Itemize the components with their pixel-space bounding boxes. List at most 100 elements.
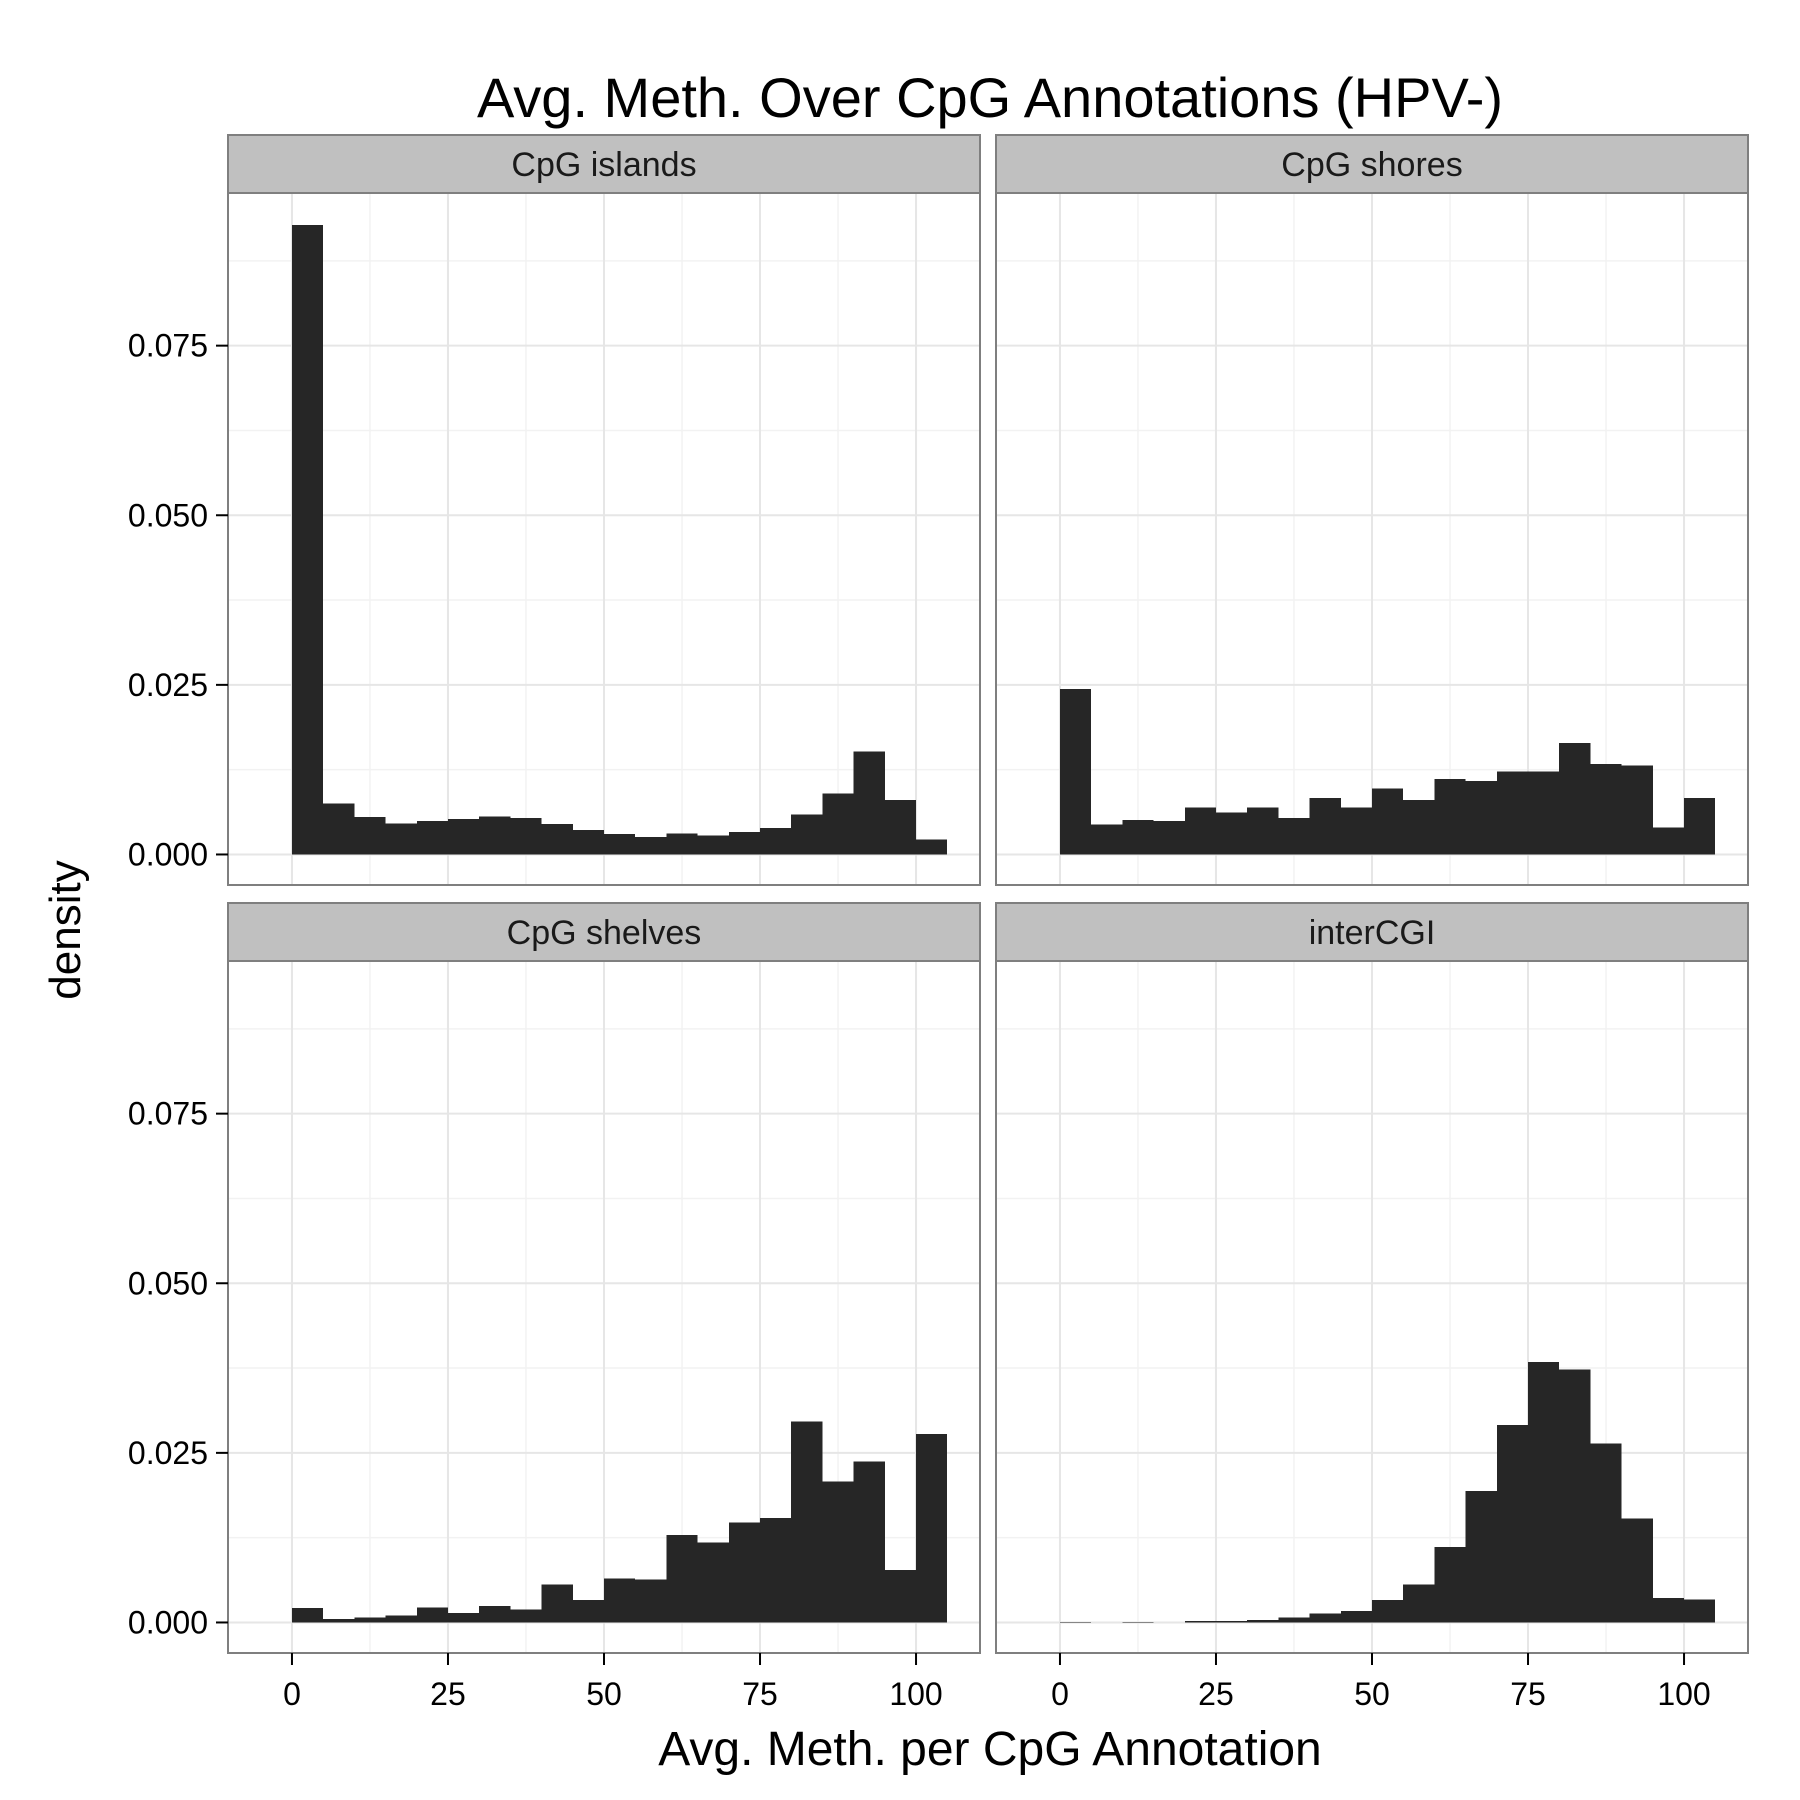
histogram-bar: [1247, 807, 1279, 855]
histogram-bar: [1091, 824, 1123, 855]
histogram-bar: [884, 1570, 917, 1623]
histogram-bar: [697, 835, 729, 855]
histogram-bar: [1496, 771, 1529, 855]
histogram-bar: [385, 1615, 417, 1623]
x-tick-label: 75: [1510, 1676, 1546, 1712]
facet-strip: [227, 134, 981, 194]
facet-strip-label: CpG shelves: [507, 914, 702, 952]
histogram-bar: [1215, 812, 1248, 855]
histogram-bar: [1247, 1619, 1279, 1623]
facet-strip: [227, 902, 981, 962]
histogram-bar: [1340, 807, 1372, 855]
histogram-bar: [760, 828, 792, 855]
y-tick-label: 0.050: [128, 1265, 208, 1301]
histogram-bar: [853, 1461, 885, 1623]
histogram-bar: [1652, 1598, 1685, 1623]
histogram-bar: [1372, 1600, 1404, 1623]
histogram-bar: [1528, 771, 1560, 855]
histogram-bar: [1184, 1621, 1216, 1623]
facet-strip: [995, 902, 1749, 962]
histogram-bar: [1684, 798, 1716, 855]
histogram-bar: [697, 1542, 729, 1623]
histogram-bar: [416, 1607, 448, 1623]
x-tick-label: 100: [889, 1676, 942, 1712]
histogram-bar: [323, 1619, 355, 1623]
histogram-bar: [1621, 765, 1653, 855]
histogram-bar: [1184, 807, 1216, 855]
x-axis-title: Avg. Meth. per CpG Annotation: [658, 1723, 1322, 1776]
histogram-bar: [510, 1609, 542, 1623]
histogram-bar: [604, 1578, 636, 1623]
histogram-bar: [510, 817, 542, 855]
histogram-bar: [323, 803, 355, 855]
histogram-bar: [791, 1421, 823, 1623]
histogram-bar: [1059, 1621, 1092, 1623]
panel-cpg-islands: CpG islands 0.000 0.025 0.050 0.075: [128, 134, 981, 886]
histogram-bar: [1403, 1584, 1435, 1623]
histogram-bar: [1652, 827, 1685, 855]
histogram-bar: [1403, 800, 1435, 855]
histogram-bar: [1465, 1490, 1497, 1623]
histogram-bar: [1059, 688, 1092, 855]
histogram-bar: [666, 1534, 698, 1623]
histogram-bar: [1340, 1610, 1372, 1623]
histogram-bar: [1372, 788, 1404, 855]
histogram-bar: [1309, 1613, 1341, 1623]
panel-cpg-shelves: CpG shelves 0.000 0.025 0.050 0.075 0 25 50 75 10…: [128, 902, 981, 1712]
y-tick-label: 0.000: [128, 836, 208, 872]
histogram-bar: [728, 1522, 761, 1623]
histogram-bar: [604, 834, 636, 855]
y-tick-label: 0.050: [128, 497, 208, 533]
histogram-bar: [884, 800, 917, 855]
histogram-bar: [354, 1617, 386, 1623]
histogram-bar: [1496, 1425, 1529, 1623]
histogram-bar: [791, 814, 823, 855]
histogram-bar: [479, 1606, 511, 1623]
histogram-bar: [635, 1579, 667, 1623]
histogram-bar: [291, 224, 324, 855]
histogram-bar: [1153, 821, 1185, 855]
histogram-bar: [291, 1608, 324, 1623]
histogram-bar: [1590, 764, 1622, 855]
histogram-bar: [822, 793, 854, 855]
x-tick-label: 25: [1198, 1676, 1234, 1712]
histogram-bar: [1528, 1361, 1560, 1623]
histogram-bar: [572, 1600, 604, 1623]
facet-strip-label: CpG shores: [1281, 146, 1462, 184]
y-tick-label: 0.075: [128, 1096, 208, 1132]
facet-strip-label: CpG islands: [511, 146, 696, 184]
histogram-bar: [1278, 1617, 1310, 1623]
x-tick-label: 25: [430, 1676, 466, 1712]
histogram-bar: [666, 833, 698, 855]
histogram-bar: [1621, 1518, 1653, 1623]
histogram-bar: [1215, 1621, 1248, 1623]
x-tick-label: 0: [1051, 1676, 1069, 1712]
histogram-bar: [447, 1612, 480, 1623]
histogram-bar: [385, 823, 417, 855]
histogram-bar: [1559, 1369, 1591, 1623]
histogram-bar: [728, 832, 761, 855]
histogram-bar: [853, 751, 885, 855]
histogram-bar: [1122, 1621, 1154, 1623]
histogram-bar: [1434, 1547, 1466, 1623]
histogram-bar: [635, 836, 667, 855]
histogram-bar: [1309, 798, 1341, 855]
panel-intercgi: interCGI 0 25 50 75 100: [995, 902, 1749, 1712]
x-tick-label: 0: [283, 1676, 301, 1712]
chart-title: Avg. Meth. Over CpG Annotations (HPV-): [477, 66, 1503, 129]
histogram-bar: [760, 1517, 792, 1623]
y-tick-label: 0.025: [128, 667, 208, 703]
panels-layer: CpG islands 0.000 0.025 0.050 0.075 CpG shore…: [128, 134, 1749, 1712]
histogram-bar: [541, 1584, 573, 1623]
facet-strip-label: interCGI: [1309, 914, 1436, 952]
histogram-bar: [447, 819, 480, 855]
y-axis-title: density: [41, 860, 90, 999]
histogram-bar: [354, 817, 386, 855]
histogram-bar: [572, 830, 604, 855]
x-tick-label: 50: [1354, 1676, 1390, 1712]
histogram-bar: [1590, 1443, 1622, 1623]
histogram-bar: [541, 823, 573, 855]
histogram-bar: [1465, 781, 1497, 855]
